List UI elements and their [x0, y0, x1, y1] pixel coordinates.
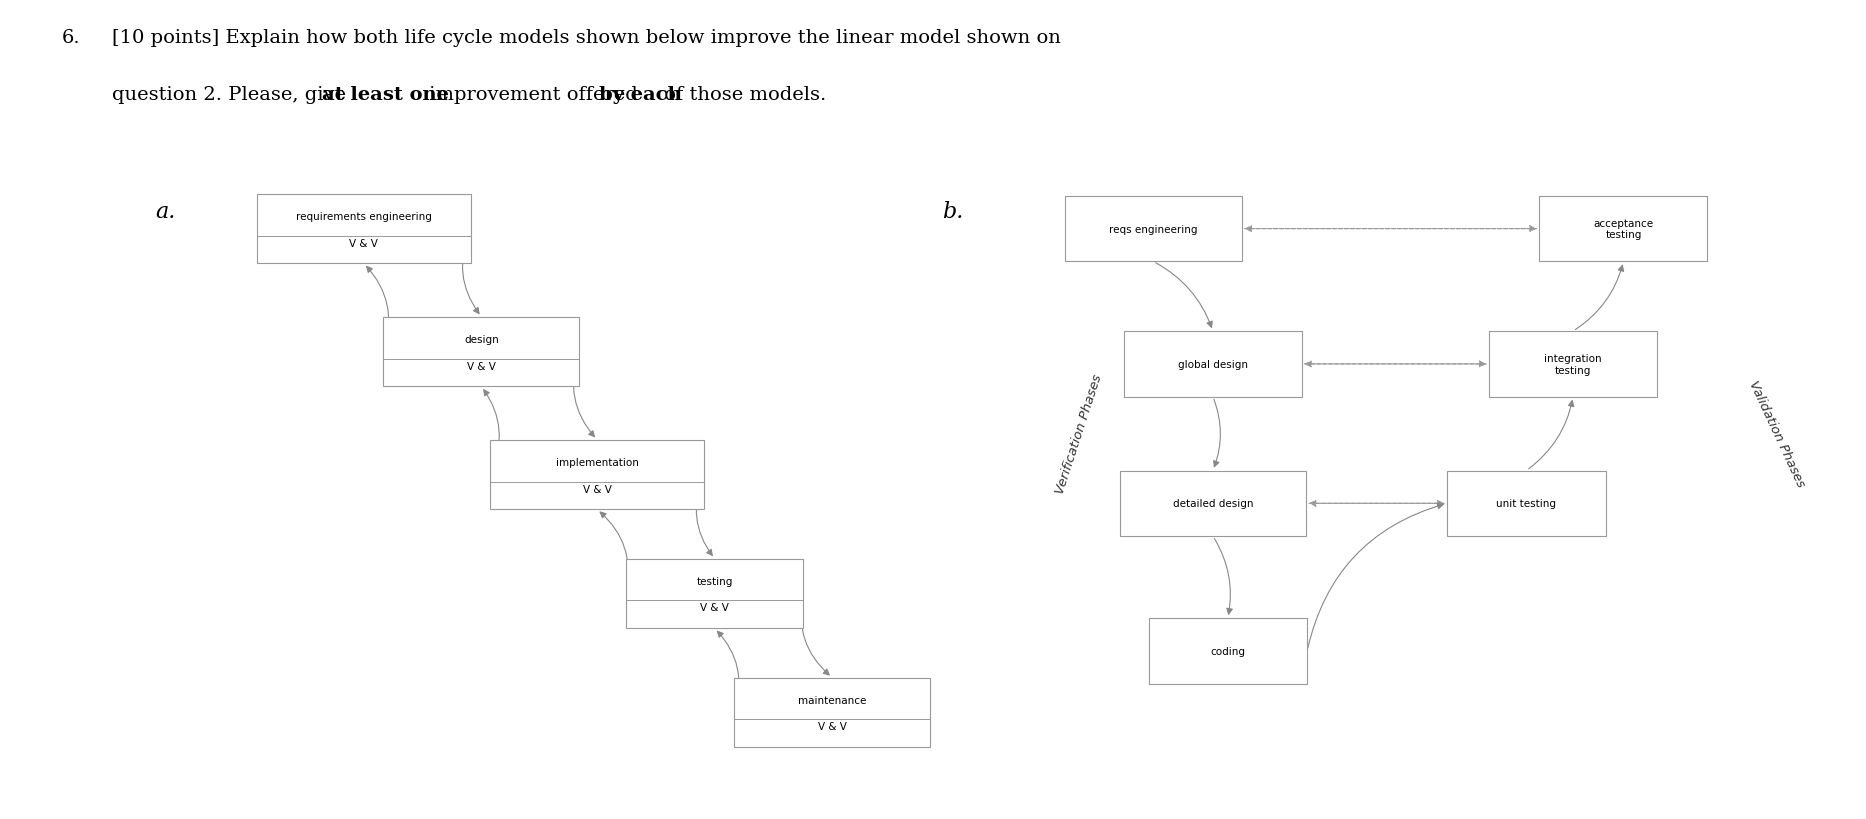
FancyBboxPatch shape	[384, 318, 578, 387]
Text: b.: b.	[942, 201, 963, 223]
FancyBboxPatch shape	[1489, 332, 1657, 397]
Text: testing: testing	[696, 577, 733, 586]
Text: a.: a.	[155, 201, 175, 223]
Text: [10 points] Explain how both life cycle models shown below improve the linear mo: [10 points] Explain how both life cycle …	[112, 29, 1062, 47]
Text: V & V: V & V	[582, 484, 612, 494]
FancyBboxPatch shape	[489, 441, 705, 509]
Text: detailed design: detailed design	[1172, 499, 1254, 509]
FancyBboxPatch shape	[1539, 197, 1707, 262]
Text: design: design	[465, 335, 498, 345]
Text: V & V: V & V	[349, 238, 379, 248]
FancyBboxPatch shape	[627, 559, 802, 629]
Text: V & V: V & V	[466, 361, 496, 371]
FancyBboxPatch shape	[1123, 332, 1302, 397]
FancyBboxPatch shape	[1448, 471, 1605, 536]
Text: at least one: at least one	[323, 86, 450, 104]
FancyBboxPatch shape	[735, 678, 929, 747]
Text: coding: coding	[1211, 646, 1245, 656]
FancyBboxPatch shape	[1120, 471, 1306, 536]
Text: acceptance
testing: acceptance testing	[1594, 219, 1653, 240]
Text: improvement offered: improvement offered	[424, 86, 644, 104]
FancyBboxPatch shape	[1149, 618, 1306, 684]
Text: requirements engineering: requirements engineering	[297, 212, 431, 222]
Text: unit testing: unit testing	[1497, 499, 1556, 509]
Text: Verification Phases: Verification Phases	[1052, 373, 1105, 495]
Text: global design: global design	[1177, 360, 1248, 369]
Text: 6.: 6.	[62, 29, 80, 47]
Text: V & V: V & V	[817, 722, 847, 731]
Text: integration
testing: integration testing	[1545, 354, 1601, 375]
Text: maintenance: maintenance	[799, 695, 866, 705]
Text: reqs engineering: reqs engineering	[1108, 224, 1198, 234]
Text: implementation: implementation	[556, 458, 638, 468]
FancyBboxPatch shape	[258, 195, 470, 264]
Text: Validation Phases: Validation Phases	[1747, 378, 1806, 490]
Text: V & V: V & V	[700, 603, 730, 613]
Text: question 2. Please, give: question 2. Please, give	[112, 86, 353, 104]
FancyBboxPatch shape	[1064, 197, 1241, 262]
Text: of those models.: of those models.	[659, 86, 827, 104]
Text: by each: by each	[599, 86, 681, 104]
